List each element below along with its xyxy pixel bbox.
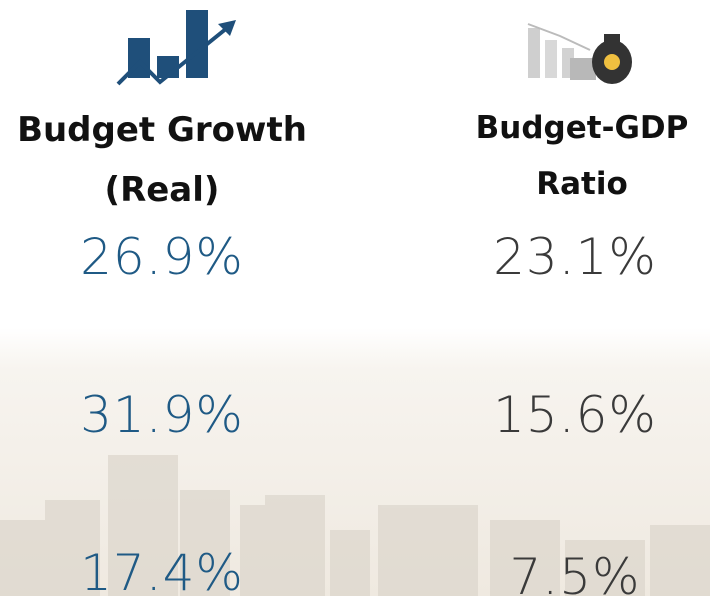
title-line: Ratio bbox=[536, 166, 628, 202]
title-line: Budget Growth bbox=[17, 110, 307, 150]
growth-icon bbox=[116, 10, 236, 86]
column-title: Budget-GDP Ratio bbox=[382, 100, 710, 212]
stat-value: 23.1% bbox=[493, 228, 657, 286]
ratio-icon bbox=[527, 23, 632, 84]
skyline bbox=[0, 455, 710, 596]
stat-value: 15.6% bbox=[493, 386, 657, 444]
stat-value: 7.5% bbox=[509, 548, 641, 606]
stat-value: 31.9% bbox=[80, 386, 244, 444]
title-line: (Real) bbox=[104, 170, 220, 210]
column-title: Budget Growth (Real) bbox=[0, 100, 362, 220]
stat-value: 26.9% bbox=[80, 228, 244, 286]
stat-value: 17.4% bbox=[80, 544, 244, 602]
title-line: Budget-GDP bbox=[475, 110, 689, 146]
